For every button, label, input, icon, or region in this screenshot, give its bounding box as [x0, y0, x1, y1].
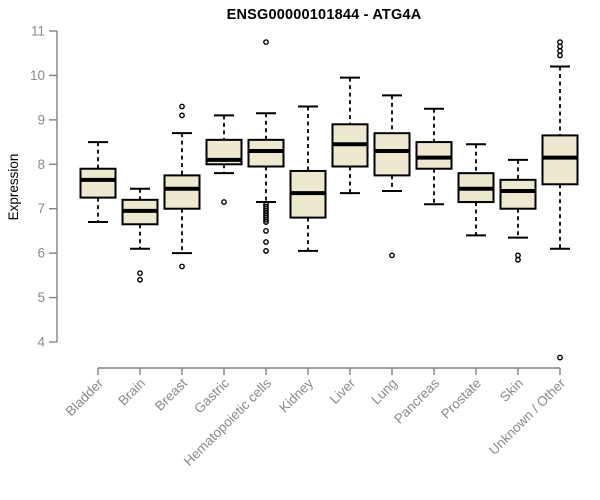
outlier-point — [515, 252, 521, 259]
iqr-box — [163, 174, 201, 210]
outlier-point — [221, 199, 227, 205]
boxplot-group-brain — [121, 187, 159, 283]
y-axis-label: Expression — [6, 153, 21, 221]
boxplot-group-hematopoietic-cells — [247, 39, 285, 254]
x-tick-label-bladder: Bladder — [63, 375, 107, 419]
iqr-box — [79, 167, 117, 199]
y-tick-label: 7 — [37, 201, 45, 216]
chart-title: ENSG00000101844 - ATG4A — [226, 7, 422, 23]
outlier-point — [263, 39, 269, 46]
boxplot-group-lung — [373, 94, 411, 259]
outlier-point — [179, 263, 185, 270]
outlier-point — [263, 228, 269, 234]
y-tick-label: 8 — [37, 157, 45, 172]
y-tick-label: 5 — [37, 290, 45, 305]
x-tick-label-unknown-other: Unknown / Other — [486, 375, 569, 458]
iqr-box — [373, 132, 411, 177]
x-tick-label-brain: Brain — [115, 376, 148, 409]
y-tick-label: 6 — [37, 246, 45, 261]
outlier-point — [263, 216, 269, 223]
iqr-box — [415, 141, 453, 170]
x-tick-label-liver: Liver — [327, 375, 359, 407]
iqr-box — [247, 138, 285, 168]
boxplot-group-unknown-other — [541, 39, 579, 361]
outlier-point — [137, 276, 143, 283]
boxplot-group-breast — [163, 103, 201, 270]
x-tick-label-prostate: Prostate — [438, 376, 484, 422]
outlier-point — [263, 219, 269, 225]
outlier-point — [179, 103, 185, 110]
iqr-box — [541, 134, 579, 186]
y-tick-label: 11 — [31, 24, 45, 39]
x-tick-label-pancreas: Pancreas — [391, 375, 442, 426]
boxplot-group-kidney — [289, 105, 327, 252]
outlier-point — [557, 48, 563, 54]
boxplot-group-skin — [499, 158, 537, 263]
y-tick-label: 4 — [37, 335, 45, 350]
outlier-point — [137, 270, 143, 277]
outlier-point — [557, 354, 563, 361]
x-tick-label-gastric: Gastric — [191, 375, 232, 416]
x-tick-label-breast: Breast — [152, 375, 190, 413]
x-tick-label-skin: Skin — [497, 376, 526, 405]
outlier-point — [389, 252, 395, 259]
boxplot-group-prostate — [457, 143, 495, 237]
outlier-point — [557, 43, 563, 50]
boxplot-group-liver — [331, 76, 369, 195]
boxplot-group-gastric — [205, 114, 243, 205]
outlier-point — [263, 239, 269, 245]
boxplot-group-pancreas — [415, 107, 453, 206]
boxplot-group-bladder — [79, 141, 117, 224]
outlier-point — [557, 52, 563, 59]
outlier-point — [515, 256, 521, 263]
y-tick-label: 10 — [30, 68, 45, 83]
x-tick-label-kidney: Kidney — [276, 375, 316, 415]
outlier-point — [179, 112, 185, 119]
y-tick-label: 9 — [37, 112, 45, 127]
iqr-box — [499, 178, 537, 210]
x-tick-label-lung: Lung — [368, 376, 400, 408]
outlier-point — [557, 39, 563, 46]
outlier-point — [263, 248, 269, 254]
